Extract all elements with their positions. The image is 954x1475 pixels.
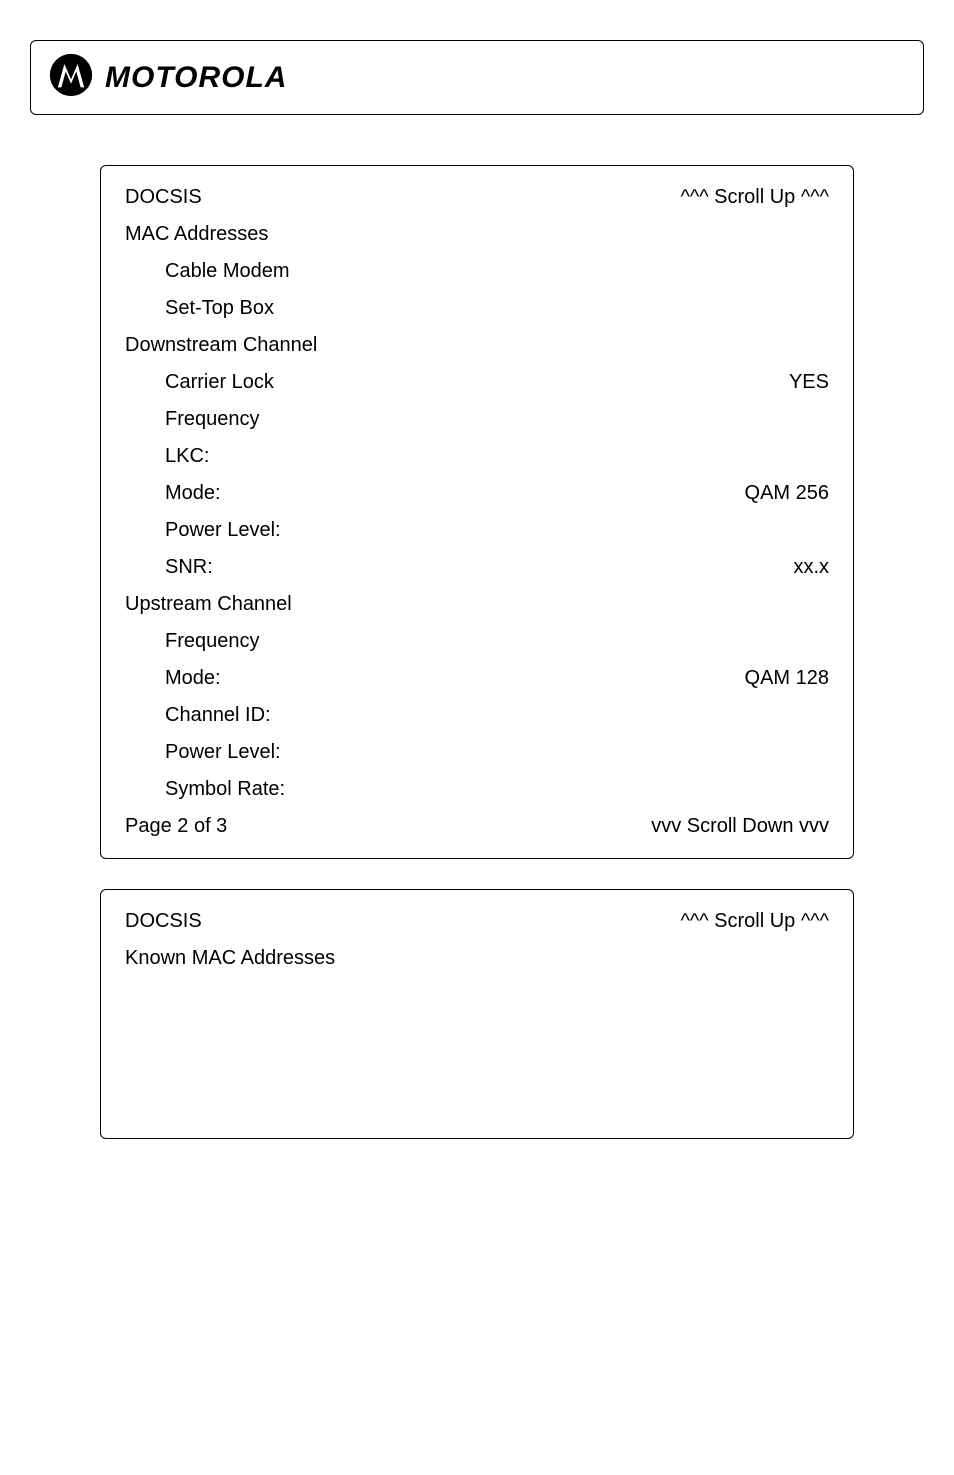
motorola-logo-icon [49, 53, 105, 102]
mode-us-label: Mode: [125, 667, 221, 690]
panel2-title: DOCSIS [125, 910, 202, 933]
scroll-up-indicator[interactable]: ^^^ Scroll Up ^^^ [680, 186, 829, 209]
scroll-down-indicator[interactable]: vvv Scroll Down vvv [651, 815, 829, 838]
power-level-us-label: Power Level: [125, 741, 281, 764]
lkc-label: LKC: [125, 445, 209, 468]
mode-ds-value: QAM 256 [745, 482, 829, 505]
settop-box-label: Set-Top Box [125, 297, 274, 320]
scroll-up-indicator-2[interactable]: ^^^ Scroll Up ^^^ [680, 910, 829, 933]
cable-modem-label: Cable Modem [125, 260, 290, 283]
mac-addresses-label: MAC Addresses [125, 223, 268, 246]
frequency-us-label: Frequency [125, 630, 260, 653]
mode-us-value: QAM 128 [745, 667, 829, 690]
power-level-ds-label: Power Level: [125, 519, 281, 542]
mode-ds-label: Mode: [125, 482, 221, 505]
downstream-channel-label: Downstream Channel [125, 334, 317, 357]
frequency-ds-label: Frequency [125, 408, 260, 431]
panel1-title: DOCSIS [125, 186, 202, 209]
header-bar: MOTOROLA [30, 40, 924, 115]
content-area: DOCSIS ^^^ Scroll Up ^^^ MAC Addresses C… [0, 135, 954, 1189]
snr-label: SNR: [125, 556, 213, 579]
docsis-panel-2: DOCSIS ^^^ Scroll Up ^^^ Known MAC Addre… [100, 889, 854, 1139]
carrier-lock-value: YES [789, 371, 829, 394]
upstream-channel-label: Upstream Channel [125, 593, 292, 616]
symbol-rate-label: Symbol Rate: [125, 778, 285, 801]
brand-name: MOTOROLA [105, 61, 287, 95]
snr-value: xx.x [793, 556, 829, 579]
page-indicator: Page 2 of 3 [125, 815, 227, 838]
known-mac-addresses-label: Known MAC Addresses [125, 947, 335, 970]
docsis-panel-1: DOCSIS ^^^ Scroll Up ^^^ MAC Addresses C… [100, 165, 854, 859]
channel-id-label: Channel ID: [125, 704, 271, 727]
carrier-lock-label: Carrier Lock [125, 371, 274, 394]
